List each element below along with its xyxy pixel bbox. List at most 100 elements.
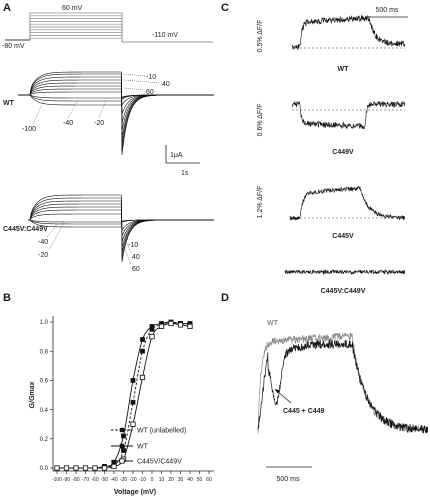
c449v-fluorescence-trace	[291, 100, 405, 130]
fluorescence-scale-label: 1.2% ΔF/F	[257, 186, 264, 219]
wt-current-trace	[18, 88, 214, 115]
wt-step-label: -20	[94, 120, 104, 127]
leader-line	[123, 245, 132, 266]
current-time-scale-bar	[165, 145, 200, 164]
data-point-c445v-c449v	[92, 465, 98, 471]
current-scale-label: 1μA	[170, 152, 183, 159]
data-point-wt	[121, 433, 126, 439]
chart-legend: WT (unlabelled) WT C445V/C449V	[111, 428, 186, 466]
voltage-step-line	[29, 32, 123, 42]
wt-step-label: 40	[162, 81, 170, 88]
fluorescence-scale-label: 0.5% ΔF/F	[257, 20, 264, 53]
annotation-arrow	[276, 390, 292, 404]
mutant-step-label: -40	[38, 239, 48, 246]
wt-step-label: -10	[146, 74, 156, 81]
c445v-c449v-fluorescence-trace	[284, 269, 405, 276]
mutant-trace-label: C445V:C449V	[3, 226, 48, 233]
c445v-fluorescence-trace	[289, 186, 406, 221]
panel-d-letter: D	[221, 292, 229, 304]
x-tick-label: -90	[63, 477, 70, 483]
legend-marker-wt	[119, 443, 125, 449]
panel-a-letter: A	[3, 2, 11, 14]
x-tick-label: -20	[129, 477, 136, 483]
data-point-wt	[130, 378, 136, 383]
data-point-c445v-c449v	[73, 465, 79, 471]
mutant-current-trace	[28, 194, 214, 263]
data-point-wt-unlabelled	[140, 348, 145, 354]
panel-c: C 500 ms 0.5% ΔF/F 0.6% ΔF/F 1.2% ΔF/F W…	[221, 2, 408, 295]
voltage-step-line	[29, 26, 123, 42]
x-tick-label: -40	[110, 477, 117, 483]
data-point-c445v-c449v	[54, 465, 60, 471]
y-axis-title: G/Gmax	[29, 380, 36, 408]
time-scale-label: 500 ms	[376, 7, 399, 14]
wt-step-label: -40	[63, 120, 73, 127]
panel-a: A 60 mV -80 mV -110 mV WT -100 -40 -20 -…	[2, 2, 214, 273]
x-tick-label: 60	[206, 477, 212, 483]
panel-c-letter: C	[221, 2, 229, 14]
trace-name-label: C445V:C449V	[321, 288, 366, 295]
voltage-step-line	[29, 29, 123, 42]
wt-current-trace	[18, 82, 214, 132]
leader-line	[123, 73, 146, 77]
data-point-c445v-c449v	[139, 374, 146, 381]
fluorescence-traces	[284, 14, 406, 276]
trace-name-label: WT	[338, 66, 350, 73]
leader-line	[123, 87, 145, 91]
panel-b-letter: B	[3, 292, 11, 304]
wt-fluorescence-trace	[291, 14, 405, 51]
wt-current-trace	[18, 94, 214, 100]
x-tick-label: -30	[120, 477, 127, 483]
x-tick-label: -10	[139, 477, 146, 483]
data-point-wt-unlabelled	[121, 448, 126, 453]
tail-voltage-label: -110 mV	[152, 32, 178, 39]
wt-current-trace	[18, 73, 214, 152]
step-voltage-label: 60 mV	[62, 5, 83, 12]
data-point-c445v-c449v	[82, 465, 89, 471]
y-tick-label: 0.8	[40, 349, 49, 355]
data-point-c445v-c449v	[168, 320, 174, 327]
x-tick-label: 30	[178, 477, 184, 483]
legend-label-wt: WT	[137, 444, 149, 451]
legend-label-c445v-c449v: C445V/C449V	[137, 459, 182, 466]
voltage-step-line	[29, 37, 123, 42]
data-point-c445v-c449v	[149, 333, 155, 340]
panel-b: B G/Gmax 0.00.20.40.60.81.0-100 -90 -80 -70…	[3, 292, 214, 496]
leader-line	[98, 99, 107, 119]
x-tick-label: -80	[72, 477, 79, 483]
mutant-current-traces	[28, 194, 214, 263]
time-scale-label: 1s	[181, 170, 189, 177]
mutant-step-label: 60	[132, 266, 140, 273]
leader-line	[32, 99, 45, 125]
y-tick-label: 0.6	[40, 379, 49, 385]
wt-overlay-label: WT	[267, 320, 279, 327]
fluorescence-scale-label: 0.6% ΔF/F	[257, 104, 264, 137]
c445-c449-overlay-trace	[257, 339, 429, 434]
holding-voltage-label: -80 mV	[2, 43, 25, 50]
x-axis-title: Voltage (mV)	[114, 489, 156, 496]
legend-label-wt-unlabelled: WT (unlabelled)	[137, 428, 186, 435]
mutant-current-trace	[28, 206, 214, 243]
leader-line	[123, 229, 129, 241]
y-tick-label: 0.2	[40, 437, 49, 443]
data-point-wt-unlabelled	[130, 399, 136, 405]
overlay-fluorescence-traces	[257, 332, 429, 434]
y-tick-label: 0.0	[40, 466, 49, 472]
legend-marker-c445v-c449v	[119, 458, 125, 464]
trace-name-label: C445V	[332, 233, 354, 240]
x-tick-label: -70	[82, 477, 89, 483]
leader-line	[67, 99, 79, 119]
wt-current-trace	[18, 76, 214, 146]
x-tick-label: 50	[197, 477, 203, 483]
x-tick-label: -50	[101, 477, 108, 483]
wt-current-traces	[18, 71, 214, 156]
panel-d: D WT C445 + C449 500 ms	[221, 292, 429, 483]
gv-chart: 0.00.20.40.60.81.0-100 -90 -80 -70 -60 -50 -40…	[40, 316, 214, 483]
data-point-c445v-c449v	[101, 465, 108, 471]
wt-current-trace	[18, 85, 214, 124]
arrowhead-icon	[274, 389, 280, 394]
legend-marker-wt-unlabelled	[119, 427, 125, 433]
wt-step-label: -100	[22, 126, 36, 133]
wt-current-trace	[18, 91, 214, 106]
